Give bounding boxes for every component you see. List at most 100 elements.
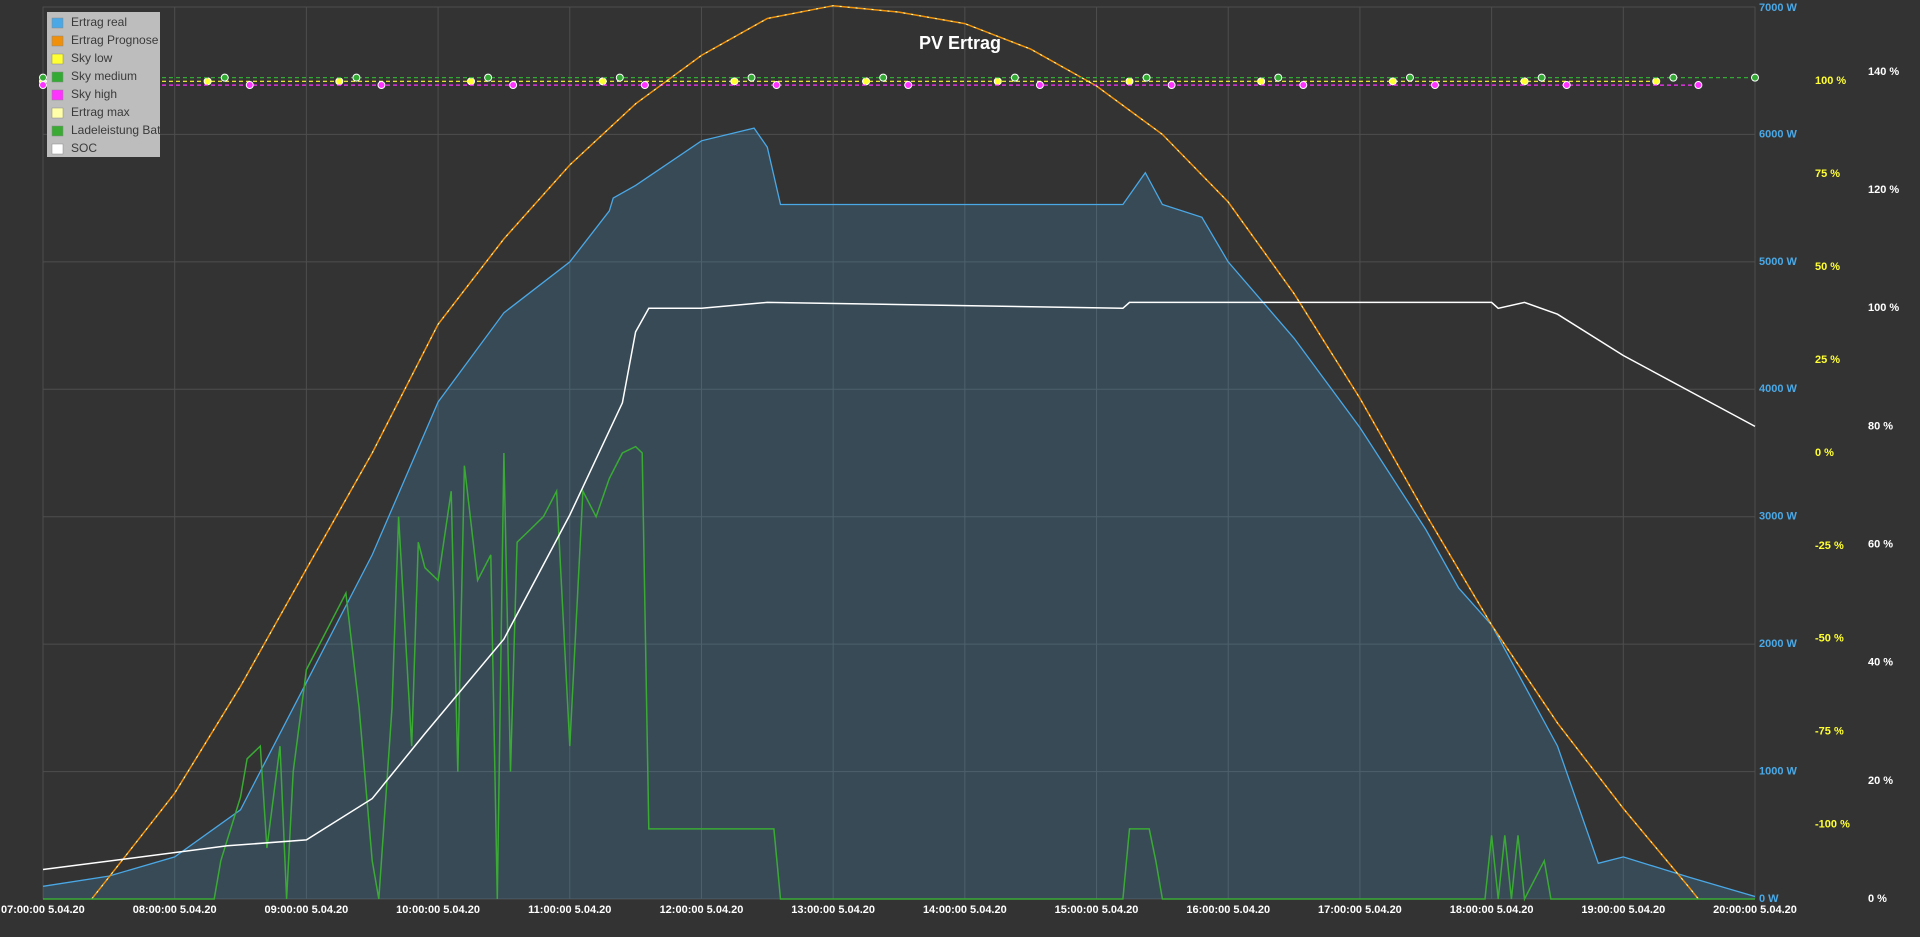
y3-tick-label: 40 % xyxy=(1868,657,1893,669)
x-tick-label: 16:00:00 5.04.20 xyxy=(1186,904,1270,916)
point xyxy=(39,73,47,82)
y-tick-label: 7000 W xyxy=(1759,2,1798,14)
marks xyxy=(39,4,1759,902)
legend-label: Sky medium xyxy=(71,69,137,83)
point xyxy=(1035,81,1044,90)
chart-title: PV Ertrag xyxy=(919,33,1001,53)
point xyxy=(335,77,344,86)
point xyxy=(1694,81,1703,90)
point xyxy=(1167,81,1176,90)
y-tick-label: 4000 W xyxy=(1759,383,1798,395)
y2-tick-label: -100 % xyxy=(1815,819,1850,831)
point xyxy=(1537,73,1546,82)
y2-tick-label: 100 % xyxy=(1815,75,1846,87)
y2-tick-label: 75 % xyxy=(1815,168,1840,180)
x-tick-label: 14:00:00 5.04.20 xyxy=(923,904,1007,916)
point xyxy=(615,73,624,82)
y-tick-label: 6000 W xyxy=(1759,128,1798,140)
point xyxy=(772,81,781,90)
series-line xyxy=(42,301,1756,871)
point xyxy=(598,77,607,86)
point xyxy=(1142,73,1151,82)
y2-tick-label: -25 % xyxy=(1815,540,1844,552)
legend-swatch xyxy=(51,89,64,101)
legend-label: Ertrag max xyxy=(71,105,130,119)
series-line xyxy=(43,445,1755,902)
x-tick-label: 07:00:00 5.04.20 xyxy=(1,904,85,916)
point xyxy=(879,73,888,82)
y2-tick-label: 25 % xyxy=(1815,354,1840,366)
y2-tick-label: 0 % xyxy=(1815,447,1834,459)
y2-tick-label: -50 % xyxy=(1815,633,1844,645)
point xyxy=(1125,77,1134,86)
legend-label: Ladeleistung Bat xyxy=(71,123,161,137)
point xyxy=(484,73,493,82)
point xyxy=(1274,73,1283,82)
point xyxy=(993,77,1002,86)
x-tick-label: 19:00:00 5.04.20 xyxy=(1581,904,1665,916)
x-tick-label: 09:00:00 5.04.20 xyxy=(264,904,348,916)
y3-tick-label: 140 % xyxy=(1868,66,1899,78)
series-line-dashed xyxy=(91,5,1699,900)
point xyxy=(352,73,361,82)
y-tick-label: 5000 W xyxy=(1759,256,1798,268)
y-tick-label: 3000 W xyxy=(1759,511,1798,523)
area-fill xyxy=(43,128,1755,900)
point xyxy=(1299,81,1308,90)
y2-tick-label: 50 % xyxy=(1815,261,1840,273)
point xyxy=(730,77,739,86)
legend-swatch xyxy=(51,71,64,83)
point xyxy=(862,77,871,86)
point xyxy=(220,73,229,82)
legend-label: Ertrag real xyxy=(71,15,127,29)
y3-tick-label: 100 % xyxy=(1868,302,1899,314)
point xyxy=(904,81,913,90)
legend-label: Ertrag Prognose xyxy=(71,33,159,47)
legend-swatch xyxy=(51,125,64,137)
point xyxy=(1562,81,1571,90)
point xyxy=(509,81,518,90)
x-tick-label: 13:00:00 5.04.20 xyxy=(791,904,875,916)
legend-swatch xyxy=(51,53,64,65)
x-tick-label: 11:00:00 5.04.20 xyxy=(528,904,611,916)
x-tick-label: 20:00:00 5.04.20 xyxy=(1713,904,1797,916)
x-tick-label: 08:00:00 5.04.20 xyxy=(133,904,217,916)
point xyxy=(1405,73,1414,82)
point xyxy=(747,73,756,82)
point xyxy=(377,81,386,90)
y2-tick-label: -75 % xyxy=(1815,726,1844,738)
point xyxy=(1257,77,1266,86)
plot-area xyxy=(42,6,1756,900)
legend-label: Sky high xyxy=(71,87,117,101)
point xyxy=(1669,73,1678,82)
axes: 07:00:00 5.04.20 08:00:00 5.04.20 09:00:00… xyxy=(1,2,1899,916)
x-tick-label: 10:00:00 5.04.20 xyxy=(396,904,480,916)
y3-tick-label: 0 % xyxy=(1868,893,1887,905)
point xyxy=(1520,77,1529,86)
legend-swatch xyxy=(51,143,64,155)
legend-box xyxy=(47,12,160,157)
point xyxy=(1010,73,1019,82)
point xyxy=(1388,77,1397,86)
x-tick-label: 18:00:00 5.04.20 xyxy=(1450,904,1534,916)
legend-swatch xyxy=(51,17,64,29)
y3-tick-label: 60 % xyxy=(1868,538,1893,550)
point xyxy=(245,81,254,90)
y3-tick-label: 20 % xyxy=(1868,775,1893,787)
point xyxy=(1751,73,1759,82)
point xyxy=(1652,77,1661,86)
legend: Ertrag real Ertrag Prognose Sky low Sky med… xyxy=(47,12,161,157)
y3-tick-label: 120 % xyxy=(1868,184,1899,196)
legend-swatch xyxy=(51,35,64,47)
legend-swatch xyxy=(51,107,64,119)
point xyxy=(203,77,212,86)
legend-label: SOC xyxy=(71,141,97,155)
y-tick-label: 2000 W xyxy=(1759,638,1798,650)
area-line xyxy=(42,127,1756,898)
y-tick-label: 0 W xyxy=(1759,893,1779,905)
point xyxy=(39,81,47,90)
x-tick-label: 17:00:00 5.04.20 xyxy=(1318,904,1402,916)
legend-label: Sky low xyxy=(71,51,113,65)
x-tick-label: 15:00:00 5.04.20 xyxy=(1055,904,1139,916)
